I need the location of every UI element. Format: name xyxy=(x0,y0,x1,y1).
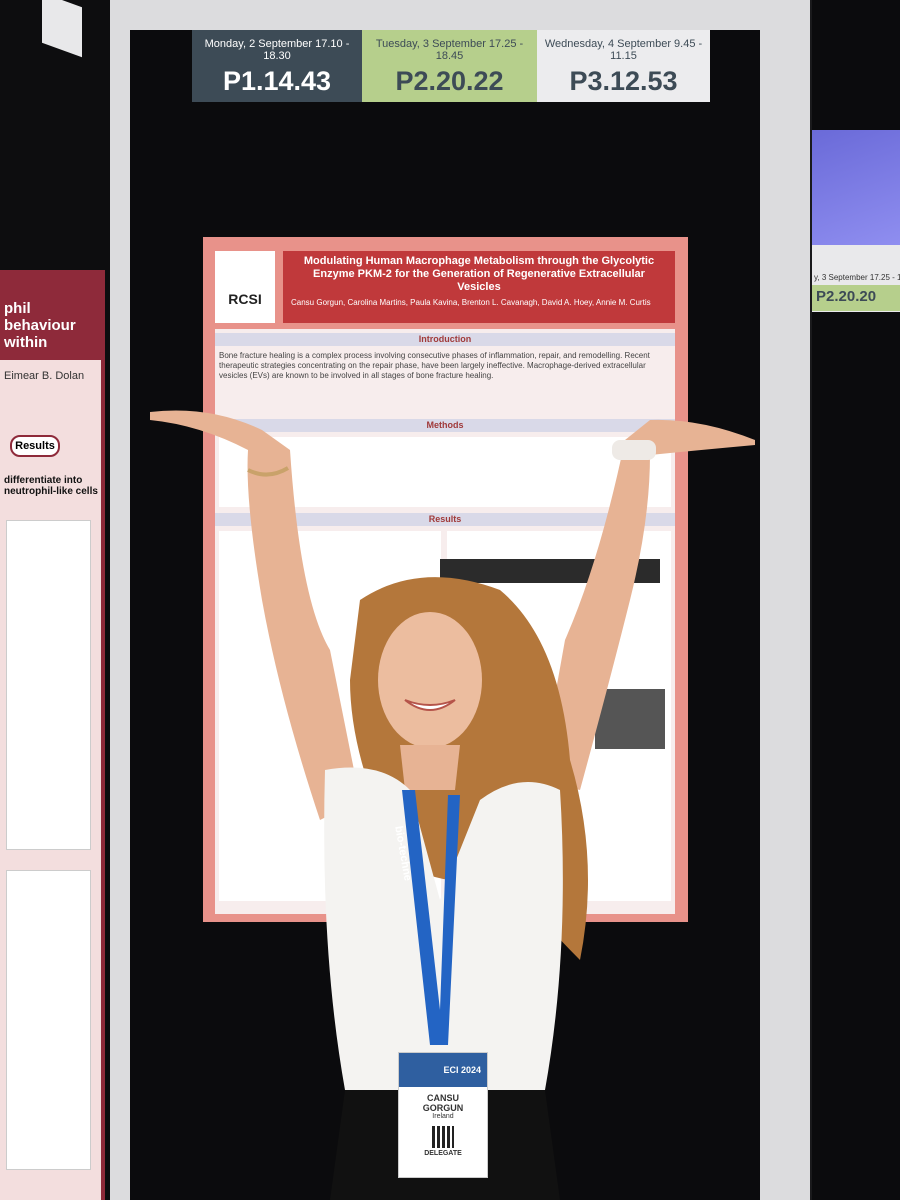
badge: ECI 2024 CANSU GORGUN Ireland DELEGATE xyxy=(398,1052,488,1178)
lanyard xyxy=(402,790,460,1045)
left-poster-subheading: differentiate into neutrophil-like cells xyxy=(4,475,98,497)
poster-title: Modulating Human Macrophage Metabolism t… xyxy=(303,255,655,293)
badge-last-name: GORGUN xyxy=(422,1103,464,1113)
poster-logo: RCSI xyxy=(215,251,275,323)
board-number: P2.20.22 xyxy=(395,66,504,96)
section-heading: Results xyxy=(215,513,675,526)
left-poster-heading: phil behaviour within xyxy=(0,270,101,360)
session-time: Monday, 2 September 17.10 - 18.30 xyxy=(204,38,350,62)
screen xyxy=(812,130,900,245)
neck xyxy=(400,745,460,790)
session-time: y, 3 September 17.25 - 18.45 xyxy=(814,273,900,282)
smile xyxy=(404,699,456,711)
section-heading: Methods xyxy=(215,419,675,432)
microscopy xyxy=(595,689,665,749)
left-poster: phil behaviour within Eimear B. Dolan Re… xyxy=(0,270,105,1200)
figure xyxy=(6,870,91,1170)
session-time: Wednesday, 4 September 9.45 - 11.15 xyxy=(544,38,703,62)
badge-event: ECI 2024 xyxy=(399,1053,487,1087)
methods-figure xyxy=(219,437,671,507)
face xyxy=(378,612,482,748)
watch xyxy=(612,440,656,460)
poster-header: Modulating Human Macrophage Metabolism t… xyxy=(283,251,675,323)
left-poster-section: Results xyxy=(10,435,60,457)
board-number: P1.14.43 xyxy=(222,66,332,96)
badge-first-name: CANSU xyxy=(426,1093,459,1103)
poster-authors: Cansu Gorgun, Carolina Martins, Paula Ka… xyxy=(291,298,651,307)
badge-country: Ireland xyxy=(432,1113,454,1120)
section-heading: Introduction xyxy=(215,333,675,346)
board-number: P2.20.20 xyxy=(812,285,900,311)
board-number: P3.12.53 xyxy=(569,66,678,96)
arms xyxy=(150,410,755,820)
schedule-cell: Wednesday, 4 September 9.45 - 11.15 P3.1… xyxy=(537,30,710,102)
badge-role: DELEGATE xyxy=(424,1150,462,1157)
intro-text: Bone fracture healing is a complex proce… xyxy=(219,351,650,380)
session-time: Tuesday, 3 September 17.25 - 18.45 xyxy=(375,38,524,62)
schedule-cell: Tuesday, 3 September 17.25 - 18.45 P2.20… xyxy=(362,30,537,102)
schedule-cell: Monday, 2 September 17.10 - 18.30 P1.14.… xyxy=(192,30,362,102)
figure xyxy=(6,520,91,850)
qr-code xyxy=(432,1126,454,1148)
bracelet xyxy=(247,466,290,477)
neighbor-sign: y, 3 September 17.25 - 18.45 P2.20.20 xyxy=(812,245,900,312)
left-poster-author: Eimear B. Dolan xyxy=(4,370,85,382)
